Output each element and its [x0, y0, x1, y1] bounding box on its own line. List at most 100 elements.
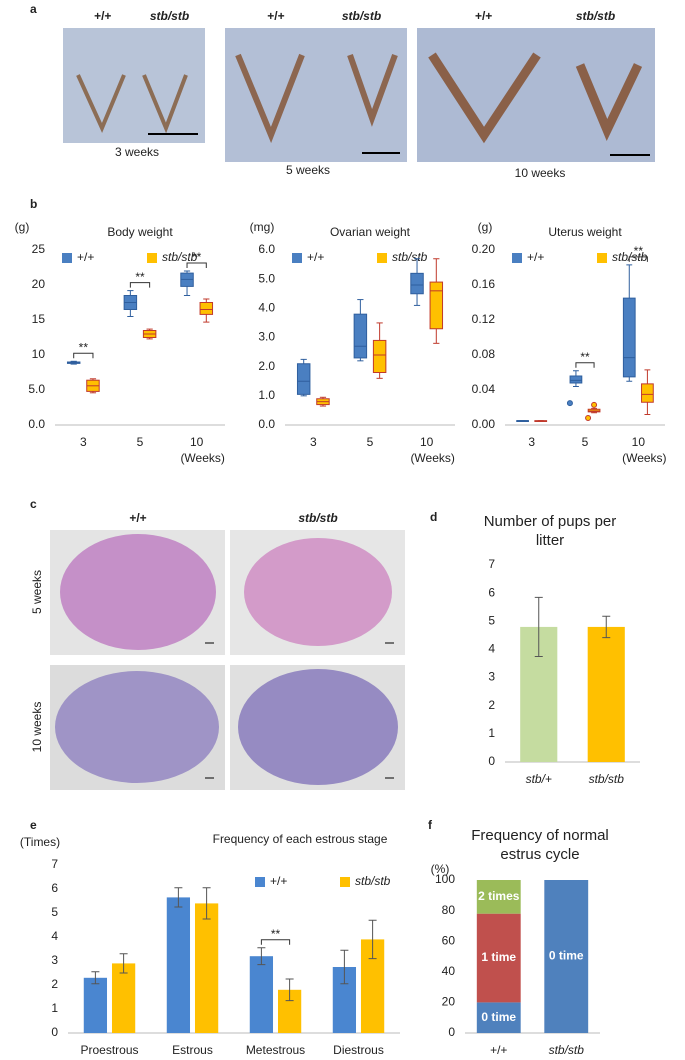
y-tick-label: 6	[51, 881, 58, 895]
significance-label: **	[580, 350, 590, 364]
chart-title: Frequency of each estrous stage	[213, 832, 388, 846]
legend-swatch	[597, 253, 607, 263]
x-tick-label: Estrous	[172, 1043, 213, 1057]
significance-bracket	[260, 939, 291, 945]
y-tick-label: 5	[488, 613, 495, 627]
legend-swatch	[147, 253, 157, 263]
x-axis-label: (Weeks)	[622, 451, 666, 465]
x-tick-label: Metestrous	[246, 1043, 305, 1057]
outlier	[591, 401, 598, 408]
y-unit: (%)	[431, 862, 450, 876]
y-tick-label: 1	[488, 726, 495, 740]
x-axis-label: (Weeks)	[180, 451, 224, 465]
chart-title: Frequency of normal estrus cycle	[471, 827, 609, 863]
genotype-label: +/+	[475, 9, 492, 23]
y-tick-label: 0.08	[472, 347, 496, 361]
bar	[587, 626, 625, 762]
legend-label: stb/stb	[162, 250, 198, 264]
error-bar	[119, 953, 128, 974]
bar-segment	[476, 913, 521, 1003]
segment-label: 0 time	[481, 1010, 516, 1024]
y-unit: (g)	[15, 220, 30, 234]
y-tick-label: 0.12	[472, 312, 496, 326]
bar	[360, 939, 385, 1033]
bar	[249, 956, 274, 1033]
outlier	[566, 400, 573, 407]
x-tick-label: +/+	[490, 1043, 507, 1057]
bar-segment	[476, 880, 521, 914]
x-tick-label: 10	[190, 435, 204, 449]
y-tick-label: 5	[51, 905, 58, 919]
age-label: 10 weeks	[30, 702, 44, 753]
y-tick-label: 60	[442, 933, 456, 947]
bar	[166, 897, 191, 1033]
y-tick-label: 0.0	[28, 417, 45, 431]
legend-swatch	[377, 253, 387, 263]
bar-segment	[544, 880, 589, 1033]
chart-title: Uterus weight	[548, 225, 622, 239]
y-tick-label: 5.0	[258, 271, 275, 285]
genotype-label: +/+	[129, 511, 146, 525]
y-tick-label: 0.04	[472, 382, 496, 396]
y-tick-label: 3	[488, 670, 495, 684]
y-tick-label: 40	[442, 964, 456, 978]
y-tick-label: 3.0	[258, 330, 275, 344]
y-tick-label: 2	[51, 977, 58, 991]
y-tick-label: 20	[442, 995, 456, 1009]
genotype-label: stb/stb	[342, 9, 381, 23]
genotype-label: stb/stb	[576, 9, 615, 23]
legend-swatch	[340, 877, 350, 887]
box	[296, 363, 311, 395]
bar-segment	[476, 1002, 521, 1033]
error-bar	[602, 615, 611, 639]
y-unit: (g)	[478, 220, 493, 234]
legend-swatch	[62, 253, 72, 263]
y-tick-label: 5.0	[28, 382, 45, 396]
age-label: 5 weeks	[30, 570, 44, 614]
error-bar	[174, 887, 183, 908]
y-tick-label: 0.20	[472, 242, 496, 256]
chart-title: Body weight	[107, 225, 173, 239]
y-tick-label: 4	[51, 929, 58, 943]
photo-5-weeks	[225, 28, 407, 162]
box	[429, 281, 444, 330]
y-tick-label: 10	[32, 347, 46, 361]
y-tick-label: 4.0	[258, 301, 275, 315]
age-label: 3 weeks	[115, 145, 159, 159]
error-bar	[368, 919, 377, 960]
x-tick-label: 5	[137, 435, 144, 449]
x-tick-label: 5	[367, 435, 374, 449]
legend-swatch	[512, 253, 522, 263]
genotype-label: +/+	[94, 9, 111, 23]
box	[641, 383, 654, 403]
segment-label: 1 time	[481, 950, 516, 964]
significance-label: **	[192, 250, 202, 264]
error-bar	[534, 596, 543, 657]
x-tick-label: stb/stb	[589, 772, 625, 786]
y-tick-label: 0.00	[472, 417, 496, 431]
chart-title: Ovarian weight	[330, 225, 411, 239]
bar	[277, 989, 302, 1033]
y-tick-label: 15	[32, 312, 46, 326]
genotype-label: stb/stb	[298, 511, 337, 525]
photo-3-weeks	[63, 28, 205, 143]
x-axis-label: (Weeks)	[410, 451, 454, 465]
photo-10-weeks	[417, 28, 655, 162]
segment-label: 0 time	[549, 949, 584, 963]
box	[569, 375, 583, 384]
y-tick-label: 7	[488, 557, 495, 571]
y-tick-label: 25	[32, 242, 46, 256]
significance-bracket	[186, 262, 207, 268]
y-tick-label: 1	[51, 1001, 58, 1015]
y-unit: (mg)	[250, 220, 275, 234]
y-tick-label: 7	[51, 857, 58, 871]
bar	[111, 963, 136, 1033]
box	[410, 272, 424, 295]
panel-label: d	[430, 510, 437, 524]
x-tick-label: Diestrous	[333, 1043, 384, 1057]
significance-label: **	[135, 270, 145, 284]
significance-bracket	[575, 362, 595, 368]
legend-label: stb/stb	[355, 874, 391, 888]
x-tick-label: stb/+	[526, 772, 552, 786]
